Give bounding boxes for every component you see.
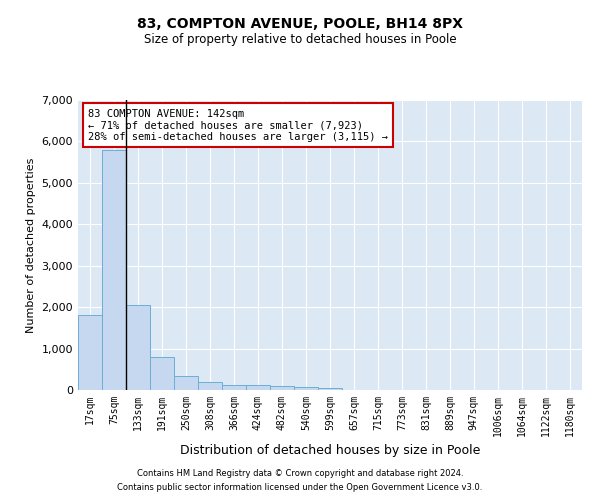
Text: Size of property relative to detached houses in Poole: Size of property relative to detached ho…	[143, 32, 457, 46]
Bar	[198, 382, 222, 390]
Bar	[222, 384, 246, 390]
Bar	[319, 388, 342, 390]
Bar	[126, 305, 150, 390]
Text: Contains HM Land Registry data © Crown copyright and database right 2024.: Contains HM Land Registry data © Crown c…	[137, 468, 463, 477]
Text: Contains public sector information licensed under the Open Government Licence v3: Contains public sector information licen…	[118, 484, 482, 492]
Text: 83 COMPTON AVENUE: 142sqm
← 71% of detached houses are smaller (7,923)
28% of se: 83 COMPTON AVENUE: 142sqm ← 71% of detac…	[88, 108, 388, 142]
Bar	[294, 387, 318, 390]
Bar	[78, 316, 102, 390]
Bar	[174, 376, 198, 390]
Bar	[246, 386, 270, 390]
Text: 83, COMPTON AVENUE, POOLE, BH14 8PX: 83, COMPTON AVENUE, POOLE, BH14 8PX	[137, 18, 463, 32]
Bar	[102, 150, 126, 390]
X-axis label: Distribution of detached houses by size in Poole: Distribution of detached houses by size …	[180, 444, 480, 458]
Bar	[150, 357, 173, 390]
Y-axis label: Number of detached properties: Number of detached properties	[26, 158, 36, 332]
Bar	[270, 386, 294, 390]
